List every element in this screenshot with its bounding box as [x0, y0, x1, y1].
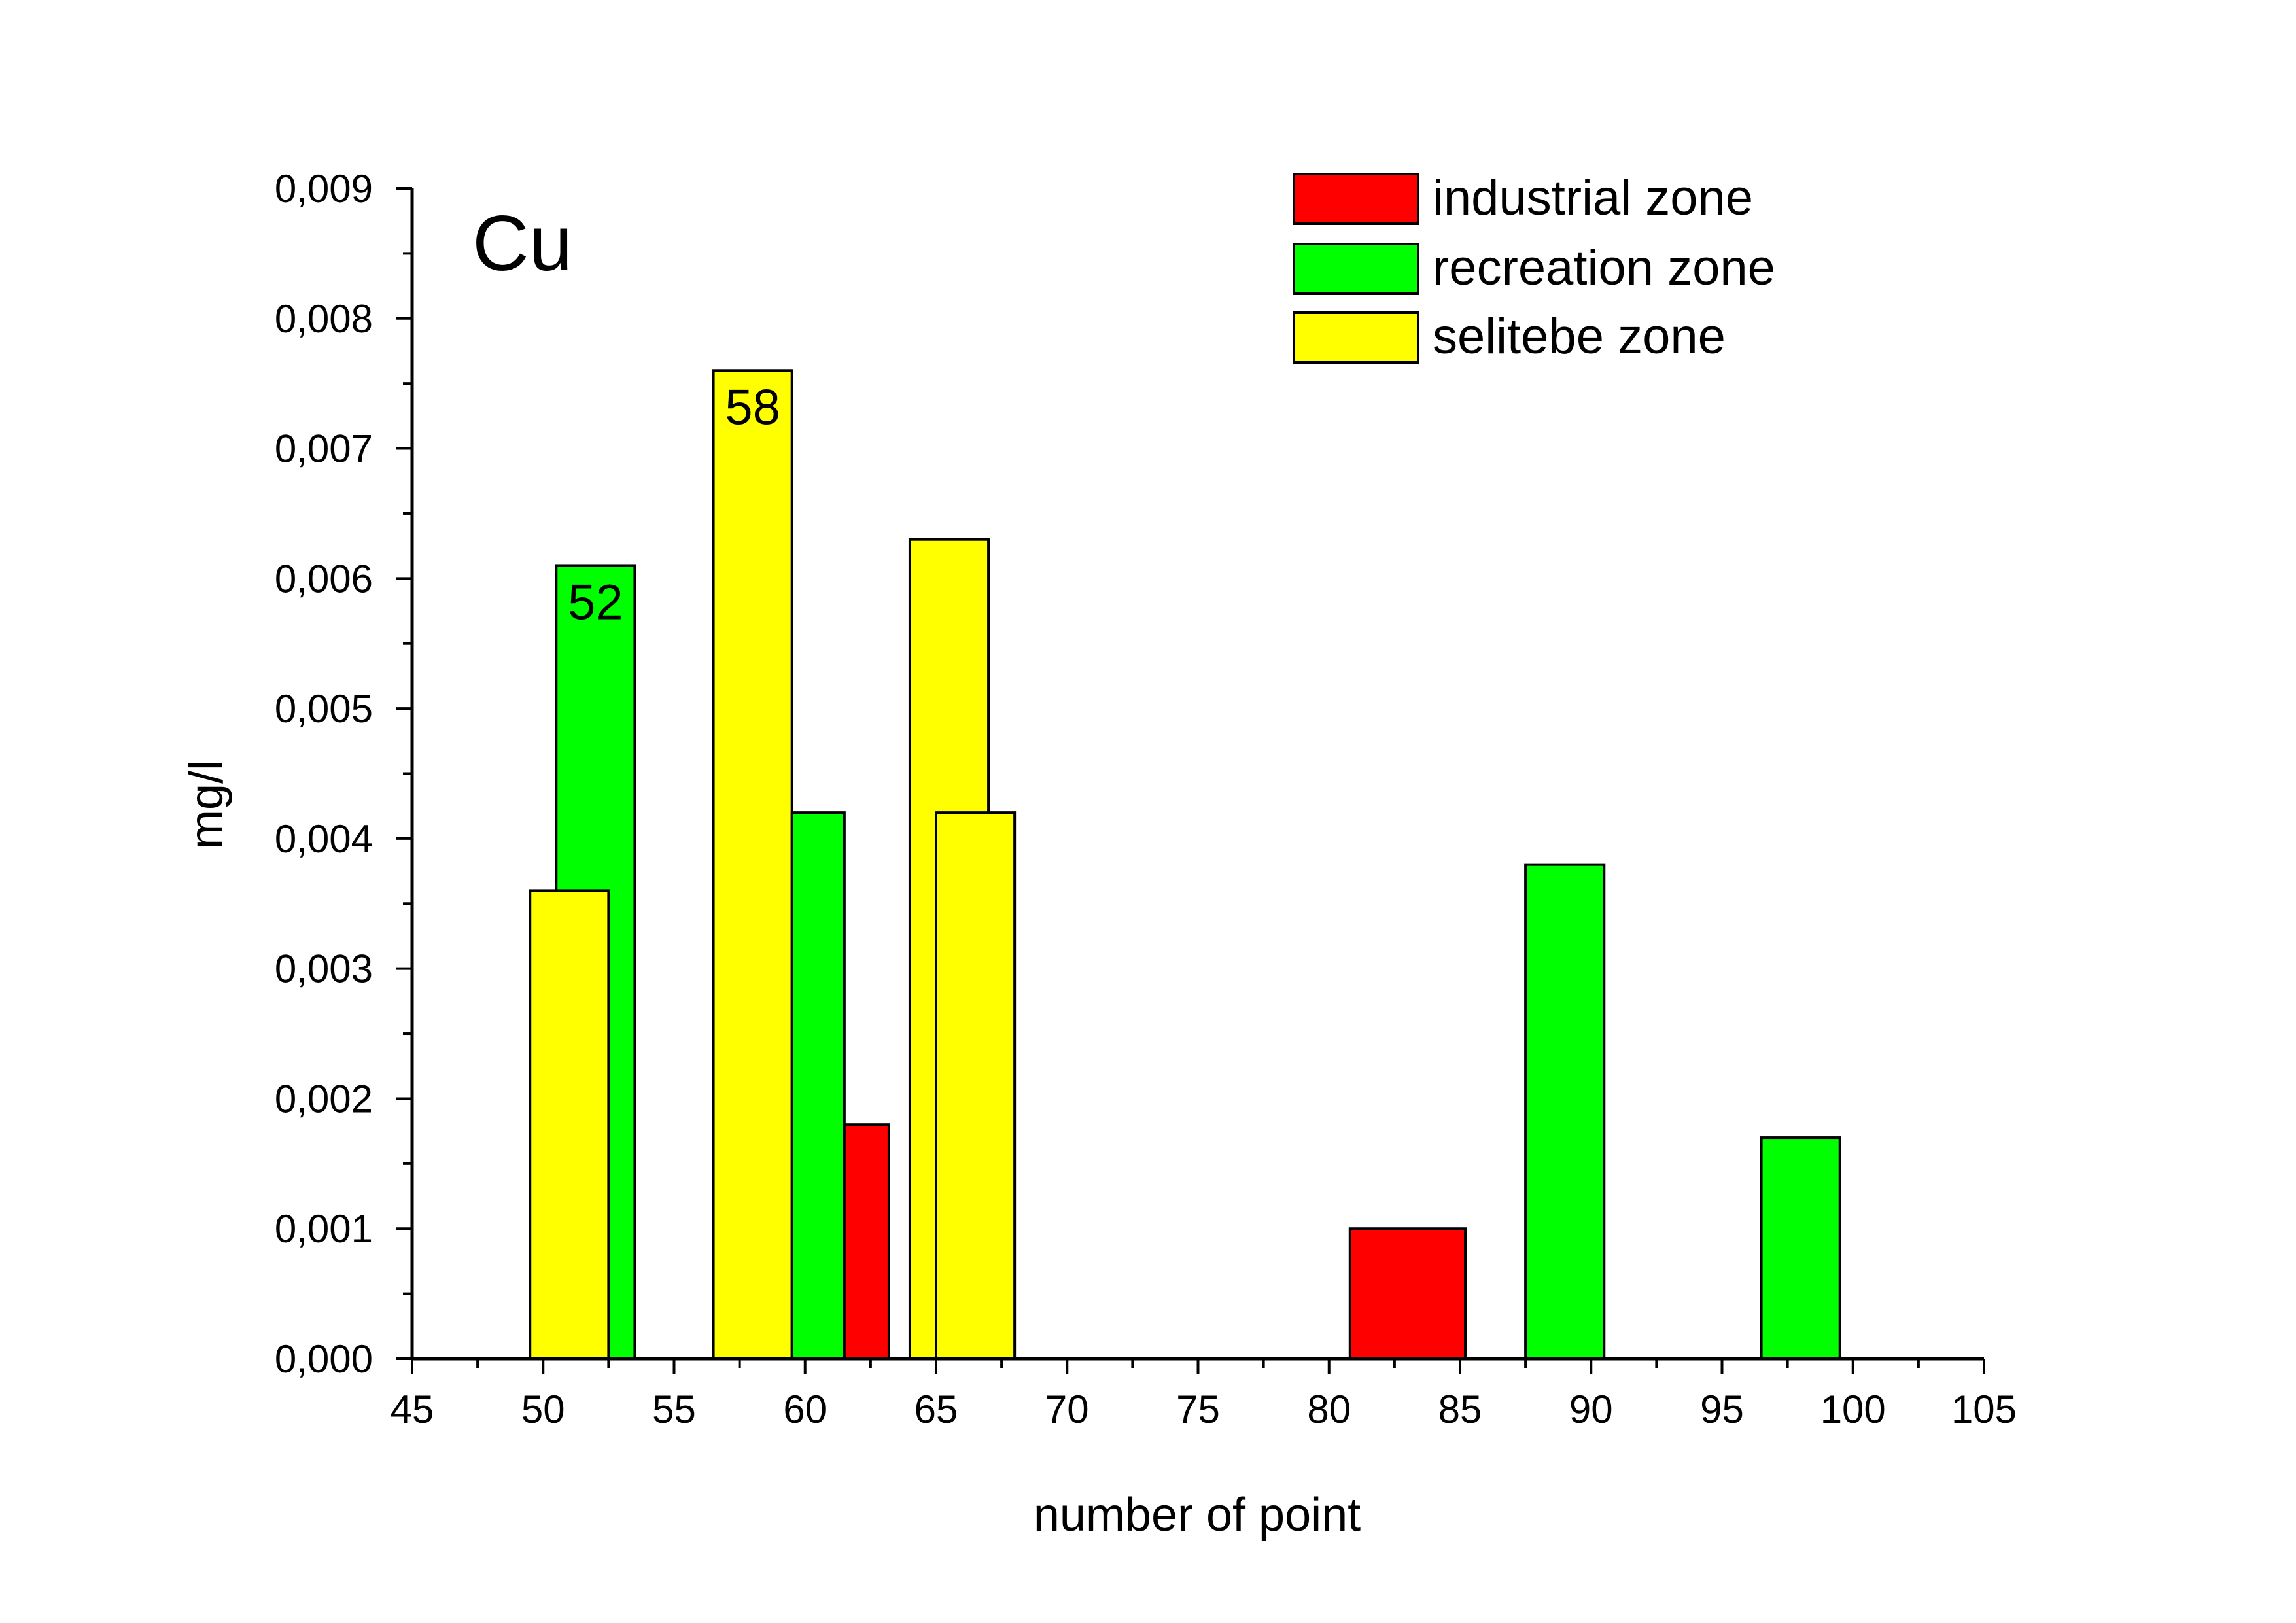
legend-item-industrial: industrial zone [1293, 170, 1753, 226]
legend-swatch-selitebe [1293, 311, 1419, 364]
y-tick-label: 0,000 [275, 1337, 373, 1381]
x-tick-label: 70 [1045, 1387, 1089, 1431]
x-tick-label: 95 [1700, 1387, 1744, 1431]
x-tick-label: 60 [783, 1387, 827, 1431]
axes-layer [410, 188, 1984, 1361]
y-tick-label: 0,002 [275, 1077, 373, 1121]
bar-selitebe-0 [529, 889, 610, 1360]
legend-item-recreation: recreation zone [1293, 240, 1775, 296]
bar-data-label: 52 [568, 574, 623, 630]
y-axis-label: mg/l [181, 760, 233, 849]
y-tick-label: 0,001 [275, 1207, 373, 1251]
legend-label-selitebe: selitebe zone [1433, 309, 1726, 364]
x-tick-label: 50 [521, 1387, 565, 1431]
legend: industrial zone recreation zone selitebe… [1293, 170, 1775, 364]
bar-industrial-1 [1348, 1227, 1467, 1360]
y-tick-label: 0,007 [275, 427, 373, 471]
legend-item-selitebe: selitebe zone [1293, 309, 1726, 364]
legend-swatch-recreation [1293, 243, 1419, 295]
ticks-layer: 45 50 55 60 65 70 75 80 85 90 95 100 105 0,000 0,001 0,… [275, 167, 2017, 1431]
y-tick-label: 0,006 [275, 557, 373, 601]
x-tick-label: 105 [1951, 1387, 2017, 1431]
bar-selitebe-1 [712, 369, 793, 1360]
y-tick-label: 0,009 [275, 167, 373, 211]
bar-data-label: 58 [725, 379, 780, 435]
bar-industrial-0 [843, 1123, 890, 1360]
legend-label-industrial: industrial zone [1433, 170, 1753, 226]
bar-recreation-3 [1760, 1136, 1841, 1360]
legend-label-recreation: recreation zone [1433, 240, 1775, 296]
bars-layer [529, 369, 1841, 1361]
legend-swatch-industrial [1293, 173, 1419, 225]
bar-recreation-2 [1524, 863, 1606, 1360]
x-tick-label: 80 [1307, 1387, 1351, 1431]
x-tick-label: 85 [1438, 1387, 1482, 1431]
y-tick-label: 0,005 [275, 687, 373, 731]
y-tick-label: 0,004 [275, 817, 373, 861]
x-tick-label: 75 [1176, 1387, 1220, 1431]
x-tick-label: 90 [1569, 1387, 1613, 1431]
y-tick-label: 0,008 [275, 297, 373, 341]
bar-recreation-1 [790, 811, 846, 1360]
chart-title: Cu [472, 200, 572, 287]
x-tick-label: 45 [391, 1387, 434, 1431]
x-tick-label: 100 [1820, 1387, 1886, 1431]
y-tick-label: 0,003 [275, 947, 373, 991]
x-axis-label: number of point [1034, 1489, 1361, 1541]
x-tick-label: 55 [652, 1387, 696, 1431]
x-tick-label: 65 [914, 1387, 958, 1431]
bar-labels-layer: 52 58 [568, 379, 780, 630]
bar-selitebe-3 [935, 811, 1017, 1360]
